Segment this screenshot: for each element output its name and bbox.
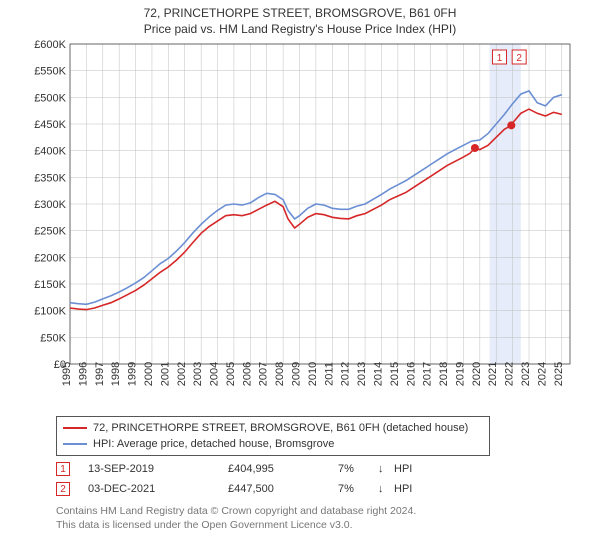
svg-text:2019: 2019 <box>454 362 466 386</box>
svg-text:2021: 2021 <box>487 362 499 386</box>
sale-price: £447,500 <box>228 483 338 495</box>
chart-container: 72, PRINCETHORPE STREET, BROMSGROVE, B61… <box>0 0 600 560</box>
svg-text:2015: 2015 <box>389 362 401 386</box>
svg-text:2025: 2025 <box>553 362 565 386</box>
legend-item: HPI: Average price, detached house, Brom… <box>63 436 483 452</box>
svg-text:1996: 1996 <box>77 362 89 386</box>
legend-swatch <box>63 427 87 429</box>
footer-text: Contains HM Land Registry data © Crown c… <box>56 504 490 532</box>
svg-text:1998: 1998 <box>110 362 122 386</box>
sale-row: 1 13-SEP-2019£404,9957%↓HPI <box>56 462 490 476</box>
svg-text:2007: 2007 <box>258 362 270 386</box>
svg-text:2010: 2010 <box>307 362 319 386</box>
chart-title: 72, PRINCETHORPE STREET, BROMSGROVE, B61… <box>0 0 600 20</box>
sale-direction-icon: ↓ <box>378 463 394 475</box>
sale-hpi-label: HPI <box>394 483 434 495</box>
svg-text:2016: 2016 <box>405 362 417 386</box>
legend: 72, PRINCETHORPE STREET, BROMSGROVE, B61… <box>56 416 490 456</box>
sale-direction-icon: ↓ <box>378 483 394 495</box>
chart-subtitle: Price paid vs. HM Land Registry's House … <box>0 20 600 40</box>
svg-text:2017: 2017 <box>422 362 434 386</box>
sale-date: 03-DEC-2021 <box>88 483 228 495</box>
svg-text:2004: 2004 <box>209 362 221 386</box>
svg-text:2018: 2018 <box>438 362 450 386</box>
svg-text:£600K: £600K <box>34 40 66 51</box>
svg-text:2: 2 <box>516 53 522 64</box>
svg-text:2003: 2003 <box>192 362 204 386</box>
sale-hpi-label: HPI <box>394 463 434 475</box>
svg-text:2008: 2008 <box>274 362 286 386</box>
svg-text:£500K: £500K <box>34 92 66 104</box>
svg-text:2024: 2024 <box>536 362 548 386</box>
sale-row: 2 03-DEC-2021£447,5007%↓HPI <box>56 482 490 496</box>
svg-text:2009: 2009 <box>291 362 303 386</box>
svg-text:2000: 2000 <box>143 362 155 386</box>
svg-text:1999: 1999 <box>127 362 139 386</box>
chart-area: £0£50K£100K£150K£200K£250K£300K£350K£400… <box>20 40 580 410</box>
line-chart-svg: £0£50K£100K£150K£200K£250K£300K£350K£400… <box>20 40 580 410</box>
svg-text:2005: 2005 <box>225 362 237 386</box>
svg-text:2013: 2013 <box>356 362 368 386</box>
svg-text:£200K: £200K <box>34 252 66 264</box>
sale-date: 13-SEP-2019 <box>88 463 228 475</box>
svg-text:2014: 2014 <box>372 362 384 386</box>
footer-line-2: This data is licensed under the Open Gov… <box>56 518 490 532</box>
legend-label: HPI: Average price, detached house, Brom… <box>93 438 334 450</box>
svg-text:2023: 2023 <box>520 362 532 386</box>
svg-text:£450K: £450K <box>34 119 66 131</box>
svg-text:2011: 2011 <box>323 362 335 386</box>
svg-text:1997: 1997 <box>94 362 106 386</box>
svg-text:£400K: £400K <box>34 146 66 158</box>
sale-pct: 7% <box>338 463 378 475</box>
svg-text:2006: 2006 <box>241 362 253 386</box>
svg-text:2020: 2020 <box>471 362 483 386</box>
sale-marker: 2 <box>56 482 70 496</box>
svg-text:£550K: £550K <box>34 66 66 78</box>
svg-text:£50K: £50K <box>40 332 66 344</box>
svg-text:£300K: £300K <box>34 199 66 211</box>
sale-price: £404,995 <box>228 463 338 475</box>
legend-label: 72, PRINCETHORPE STREET, BROMSGROVE, B61… <box>93 422 468 434</box>
svg-text:£150K: £150K <box>34 279 66 291</box>
svg-text:1995: 1995 <box>61 362 73 386</box>
svg-text:2022: 2022 <box>504 362 516 386</box>
sale-marker: 1 <box>56 462 70 476</box>
svg-text:£100K: £100K <box>34 306 66 318</box>
svg-text:2002: 2002 <box>176 362 188 386</box>
svg-text:1: 1 <box>497 53 503 64</box>
svg-text:£250K: £250K <box>34 226 66 238</box>
svg-text:£350K: £350K <box>34 172 66 184</box>
svg-text:2012: 2012 <box>340 362 352 386</box>
svg-text:2001: 2001 <box>159 362 171 386</box>
legend-item: 72, PRINCETHORPE STREET, BROMSGROVE, B61… <box>63 420 483 436</box>
footer-line-1: Contains HM Land Registry data © Crown c… <box>56 504 490 518</box>
sale-pct: 7% <box>338 483 378 495</box>
legend-swatch <box>63 443 87 445</box>
sales-list: 1 13-SEP-2019£404,9957%↓HPI 2 03-DEC-2021£4… <box>0 462 600 496</box>
